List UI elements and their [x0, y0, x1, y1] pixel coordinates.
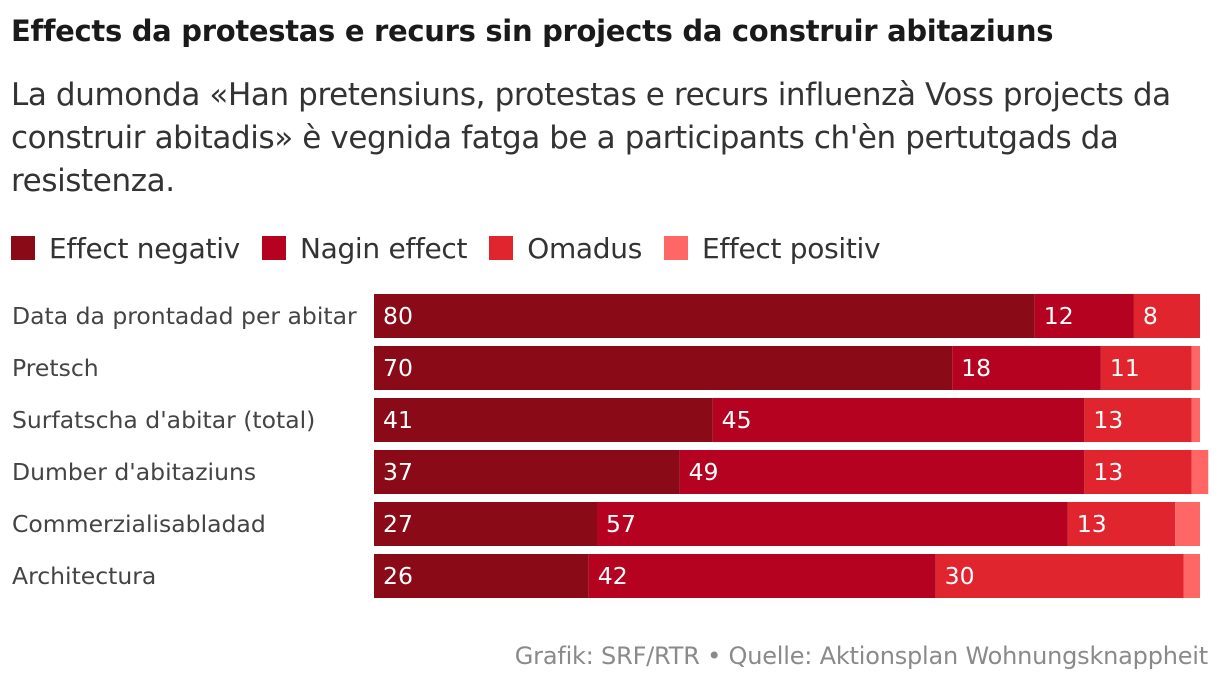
bar-nagin-effect-dumber-d-abitaziuns	[679, 450, 1085, 494]
data-label-nagin-effect-surfatscha-d-abitar-total: 45	[722, 406, 752, 434]
category-label-dumber-d-abitaziuns: Dumber d'abitaziuns	[12, 458, 256, 486]
data-label-effect-negativ-data-da-prontadad-per-abitar: 80	[383, 302, 413, 330]
bar-omadus-commerzialisabladad	[1067, 502, 1176, 546]
data-label-effect-negativ-architectura: 26	[383, 562, 413, 590]
bar-effect-positiv-surfatscha-d-abitar-total	[1191, 398, 1200, 442]
bar-effect-negativ-architectura	[374, 554, 589, 598]
legend-swatch-nagin-effect	[261, 236, 286, 260]
data-label-omadus-architectura: 30	[945, 562, 975, 590]
legend-swatch-effect-negativ	[11, 236, 35, 260]
data-label-omadus-pretsch: 11	[1110, 354, 1140, 382]
legend-item-effect-negativ: Effect negativ	[11, 232, 240, 265]
data-label-effect-negativ-surfatscha-d-abitar-total: 41	[383, 406, 413, 434]
bar-effect-negativ-pretsch	[374, 346, 953, 390]
chart-title: Effects da protestas e recurs sin projec…	[11, 14, 1054, 48]
bar-omadus-dumber-d-abitaziuns	[1084, 450, 1192, 494]
chart-subtitle: La dumonda «Han pretensiuns, protestas e…	[11, 77, 1171, 199]
bar-nagin-effect-architectura	[588, 554, 936, 598]
data-label-omadus-data-da-prontadad-per-abitar: 8	[1143, 302, 1158, 330]
bar-effect-negativ-commerzialisabladad	[374, 502, 598, 546]
legend-label-effect-negativ: Effect negativ	[49, 231, 240, 265]
bar-nagin-effect-data-da-prontadad-per-abitar	[1034, 294, 1134, 338]
data-label-omadus-dumber-d-abitaziuns: 13	[1093, 458, 1123, 486]
bar-nagin-effect-pretsch	[952, 346, 1101, 390]
bar-nagin-effect-surfatscha-d-abitar-total	[712, 398, 1085, 442]
data-label-nagin-effect-dumber-d-abitaziuns: 49	[689, 458, 719, 486]
bar-nagin-effect-commerzialisabladad	[597, 502, 1068, 546]
source-credit: Grafik: SRF/RTR • Quelle: Aktionsplan Wo…	[514, 642, 1208, 670]
data-label-omadus-commerzialisabladad: 13	[1077, 510, 1107, 538]
bar-omadus-architectura	[935, 554, 1184, 598]
data-label-nagin-effect-data-da-prontadad-per-abitar: 12	[1044, 302, 1074, 330]
category-label-commerzialisabladad: Commerzialisabladad	[12, 510, 266, 538]
legend-swatch-omadus	[489, 236, 514, 260]
bar-effect-positiv-architectura	[1183, 554, 1200, 598]
category-label-data-da-prontadad-per-abitar: Data da prontadad per abitar	[12, 302, 357, 330]
bar-omadus-data-da-prontadad-per-abitar	[1133, 294, 1200, 338]
legend-item-effect-positiv: Effect positiv	[663, 231, 881, 265]
bar-effect-positiv-dumber-d-abitaziuns	[1191, 450, 1209, 494]
legend-label-omadus: Omadus	[527, 231, 642, 265]
legend-item-omadus: Omadus	[489, 232, 642, 265]
bar-effect-positiv-pretsch	[1191, 346, 1200, 390]
bar-effect-negativ-dumber-d-abitaziuns	[374, 450, 680, 494]
data-label-nagin-effect-architectura: 42	[598, 562, 628, 590]
data-label-effect-negativ-pretsch: 70	[383, 354, 413, 382]
data-label-omadus-surfatscha-d-abitar-total: 13	[1093, 406, 1123, 434]
bar-effect-negativ-data-da-prontadad-per-abitar	[374, 294, 1035, 338]
data-label-nagin-effect-pretsch: 18	[961, 354, 991, 382]
category-label-pretsch: Pretsch	[12, 354, 99, 382]
data-label-effect-negativ-dumber-d-abitaziuns: 37	[383, 458, 413, 486]
data-label-effect-negativ-commerzialisabladad: 27	[383, 510, 413, 538]
bar-omadus-surfatscha-d-abitar-total	[1084, 398, 1192, 442]
category-label-surfatscha-d-abitar-total: Surfatscha d'abitar (total)	[12, 406, 315, 434]
data-label-nagin-effect-commerzialisabladad: 57	[606, 510, 636, 538]
bar-omadus-pretsch	[1100, 346, 1192, 390]
stacked-bar-chart: Data da prontadad per abitar 80 12 8 Pretsch…	[12, 294, 1209, 598]
legend-item-nagin-effect: Nagin effect	[261, 231, 468, 265]
bar-effect-positiv-commerzialisabladad	[1175, 502, 1200, 546]
legend-label-nagin-effect: Nagin effect	[299, 231, 468, 265]
bar-effect-negativ-surfatscha-d-abitar-total	[374, 398, 713, 442]
category-label-architectura: Architectura	[12, 562, 156, 590]
legend-swatch-effect-positiv	[663, 236, 688, 260]
legend: Effect negativ Nagin effect Omadus Effec…	[11, 230, 902, 266]
legend-label-effect-positiv: Effect positiv	[701, 231, 881, 265]
